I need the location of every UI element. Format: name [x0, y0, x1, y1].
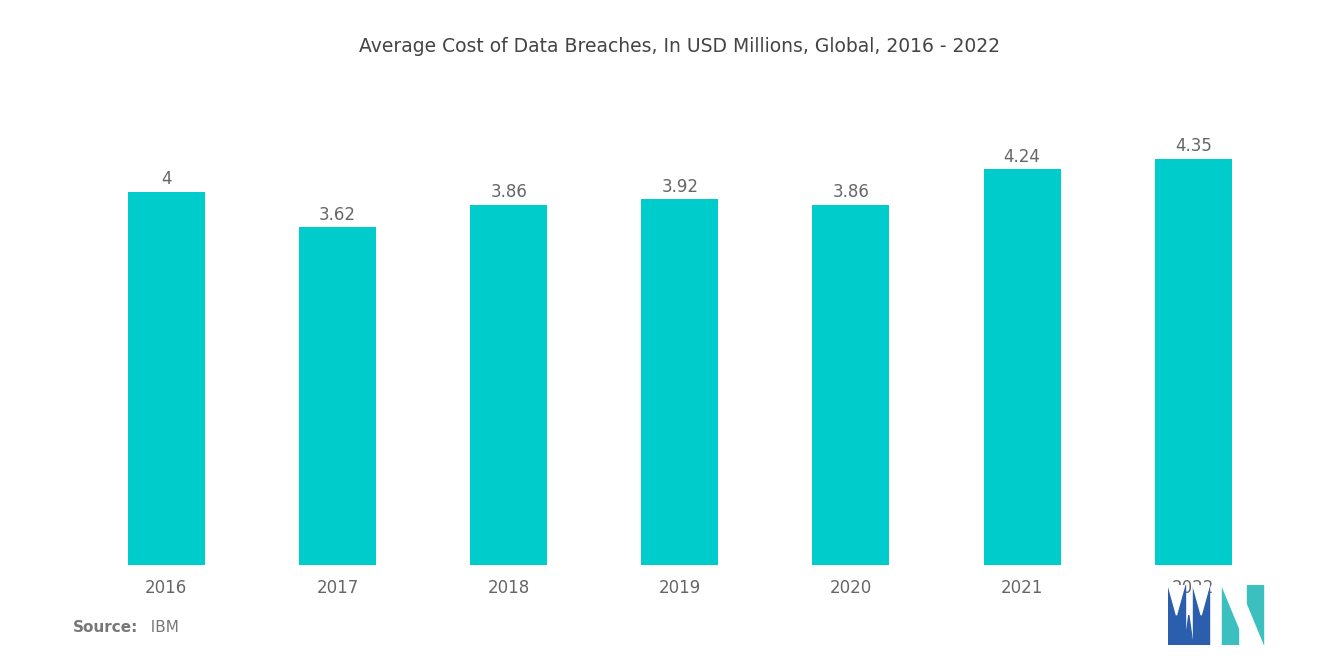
Polygon shape [1168, 585, 1185, 615]
Bar [983, 170, 1061, 565]
Polygon shape [1168, 585, 1185, 645]
Text: 3.62: 3.62 [319, 205, 356, 223]
Bar [470, 205, 548, 565]
Bar [128, 192, 205, 565]
Polygon shape [1193, 585, 1209, 645]
Bar [642, 200, 718, 565]
Text: 4: 4 [161, 170, 172, 188]
Polygon shape [1185, 615, 1193, 645]
Title: Average Cost of Data Breaches, In USD Millions, Global, 2016 - 2022: Average Cost of Data Breaches, In USD Mi… [359, 37, 1001, 56]
Polygon shape [1193, 585, 1209, 615]
Polygon shape [1222, 585, 1238, 645]
Text: 3.86: 3.86 [833, 183, 870, 201]
Polygon shape [1222, 585, 1263, 645]
Text: Source:: Source: [73, 620, 139, 635]
Bar [1155, 159, 1232, 565]
Text: 4.35: 4.35 [1175, 138, 1212, 156]
Bar [298, 227, 376, 565]
Bar [812, 205, 890, 565]
Text: IBM: IBM [141, 620, 180, 635]
Text: 4.24: 4.24 [1003, 148, 1040, 166]
Text: 3.92: 3.92 [661, 178, 698, 196]
Polygon shape [1246, 585, 1263, 645]
Text: 3.86: 3.86 [490, 183, 527, 201]
